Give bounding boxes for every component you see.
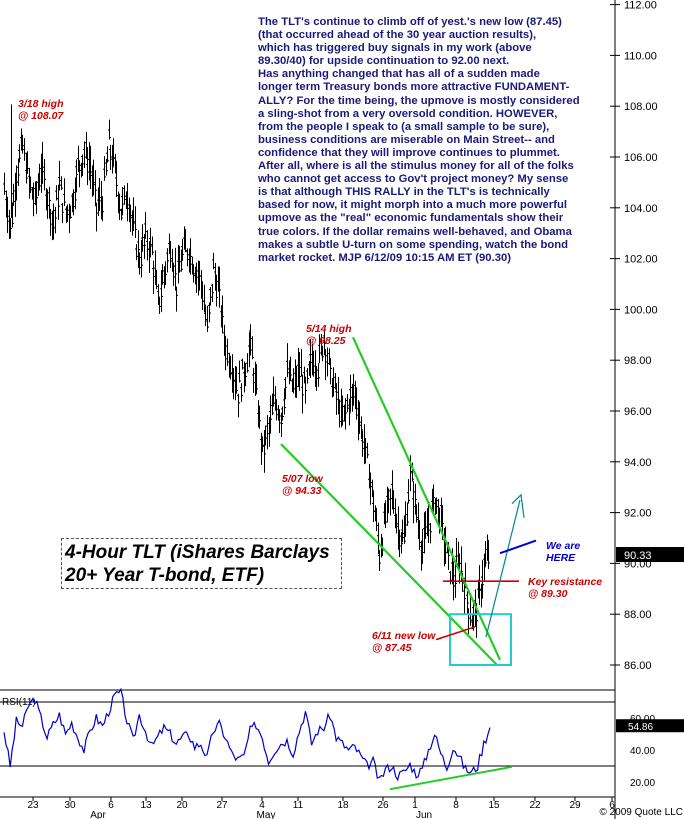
- annotation-text: HERE: [546, 552, 576, 564]
- annotation-text: Key resistance: [528, 576, 602, 588]
- price-tick-label: 86.00: [624, 660, 652, 672]
- commentary-line: After all, where is all the stimulus mon…: [258, 160, 574, 173]
- commentary-line: who cannot get access to Gov't project m…: [258, 173, 569, 186]
- commentary-line: 89.30/40) for upside continuation to 92.…: [258, 55, 510, 68]
- commentary-line: true colors. If the dollar remains well-…: [258, 225, 572, 238]
- x-tick-label: 22: [529, 800, 541, 811]
- price-tick-label: 106.00: [624, 152, 658, 164]
- commentary-line: upmove as the "real" economic fundamenta…: [258, 212, 564, 225]
- last-price-label: 90.33: [624, 550, 652, 562]
- new-low-pointer: [435, 626, 476, 641]
- upper-trendline: [351, 336, 502, 661]
- we-are-here-line: [499, 539, 537, 555]
- rsi-tick-label: 40.00: [630, 746, 655, 757]
- commentary-line: is that although THIS RALLY in the TLT's…: [258, 186, 550, 199]
- chart-title-box: 4-Hour TLT (iShares Barclays 20+ Year T-…: [61, 538, 342, 589]
- x-tick-label: 30: [64, 800, 76, 811]
- x-month-label: Jun: [416, 810, 432, 819]
- annotation-text: 5/07 low: [282, 473, 324, 485]
- x-tick-label: 15: [488, 800, 500, 811]
- projection-arrowhead: [511, 493, 525, 518]
- x-tick-label: 11: [293, 800, 304, 811]
- commentary-line: from the people I speak to (a small samp…: [258, 120, 550, 133]
- copyright-text: © 2009 Quote LLC: [599, 807, 683, 818]
- rsi-grid: [0, 701, 615, 767]
- x-month-label: Apr: [90, 810, 106, 819]
- x-tick-label: 23: [27, 800, 39, 811]
- annotations: 3/18 high@ 108.07 5/14 high@ 98.25 5/07 lo…: [18, 98, 602, 654]
- lower-trendline: [280, 443, 498, 666]
- chart-title-line-1: 4-Hour TLT (iShares Barclays: [65, 542, 330, 563]
- x-tick-label: 13: [140, 800, 152, 811]
- price-tick-label: 88.00: [624, 609, 652, 621]
- price-tick-label: 94.00: [624, 457, 652, 469]
- price-tick-label: 108.00: [624, 101, 658, 113]
- commentary-line: Has anything changed that has all of a s…: [258, 68, 540, 81]
- price-tick-label: 102.00: [624, 254, 658, 266]
- rsi-last-label: 54.86: [628, 722, 653, 733]
- commentary-line: business conditions are miserable on Mai…: [258, 133, 555, 146]
- commentary-line: confidence that they will improve contin…: [258, 146, 560, 159]
- commentary-line: The TLT's continue to climb off of yest.…: [258, 16, 562, 28]
- price-tick-label: 110.00: [624, 50, 657, 62]
- annotation-text: @ 108.07: [18, 110, 64, 122]
- price-bars: [3, 104, 490, 638]
- annotation-text: We are: [546, 540, 580, 552]
- commentary-line: which has triggered buy signals in my wo…: [258, 42, 532, 55]
- annotation-text: @ 87.45: [372, 642, 412, 654]
- commentary-line: ALLY? For the time being, the upmove is …: [258, 94, 580, 107]
- commentary-line: a sling-shot from a very oversold condit…: [258, 107, 558, 120]
- commentary-text: The TLT's continue to climb off of yest.…: [258, 16, 603, 265]
- chart-title-line-2: 20+ Year T-bond, ETF): [65, 565, 265, 586]
- x-month-label: May: [257, 810, 276, 819]
- x-tick-label: 8: [453, 800, 459, 811]
- annotation-text: 5/14 high: [306, 323, 352, 335]
- commentary-line: market rocket. MJP 6/12/09 10:15 AM ET (…: [258, 251, 512, 264]
- x-tick-label: 20: [176, 800, 188, 811]
- x-tick-label: 26: [377, 800, 389, 811]
- annotation-text: @ 98.25: [306, 335, 346, 347]
- x-tick-label: 1: [412, 800, 418, 811]
- x-tick-label: 4: [259, 800, 265, 811]
- price-tick-label: 112.00: [624, 0, 657, 12]
- price-tick-label: 104.00: [624, 203, 658, 215]
- low-zone-box: [449, 613, 512, 667]
- commentary-line: based for now, it might morph into a muc…: [258, 199, 567, 212]
- rsi-last-badge: [616, 719, 684, 733]
- annotation-text: 3/18 high: [18, 98, 64, 110]
- x-tick-label: 6: [108, 800, 114, 811]
- x-tick-label: 18: [337, 800, 349, 811]
- price-tick-labels: 86.0088.0090.0092.0094.0096.0098.00100.0…: [616, 0, 684, 672]
- commentary-line: longer term Treasury bonds more attracti…: [258, 81, 570, 94]
- price-grid: [610, 4, 620, 666]
- price-tick-label: 100.00: [624, 304, 658, 316]
- commentary-line: (that occurred ahead of the 30 year auct…: [258, 29, 537, 42]
- annotation-text: @ 94.33: [282, 485, 322, 497]
- rsi-divergence-line: [389, 765, 513, 791]
- rsi-tick-label: 20.00: [630, 778, 655, 789]
- x-tick-label: 6: [609, 800, 615, 811]
- x-tick-label: 27: [216, 800, 228, 811]
- projection-line: [485, 499, 521, 638]
- rsi-series-line: [3, 687, 491, 782]
- price-tick-label: 96.00: [624, 406, 652, 418]
- x-tick-label: 29: [569, 800, 581, 811]
- commentary-line: makes a subtle U-turn on some spending, …: [258, 238, 569, 251]
- chart-overlays: [280, 336, 537, 667]
- annotation-text: 6/11 new low: [372, 630, 436, 642]
- last-price-badge: [616, 547, 684, 563]
- price-tick-label: 98.00: [624, 355, 652, 367]
- annotation-text: @ 89.30: [528, 588, 568, 600]
- price-tick-label: 92.00: [624, 508, 652, 520]
